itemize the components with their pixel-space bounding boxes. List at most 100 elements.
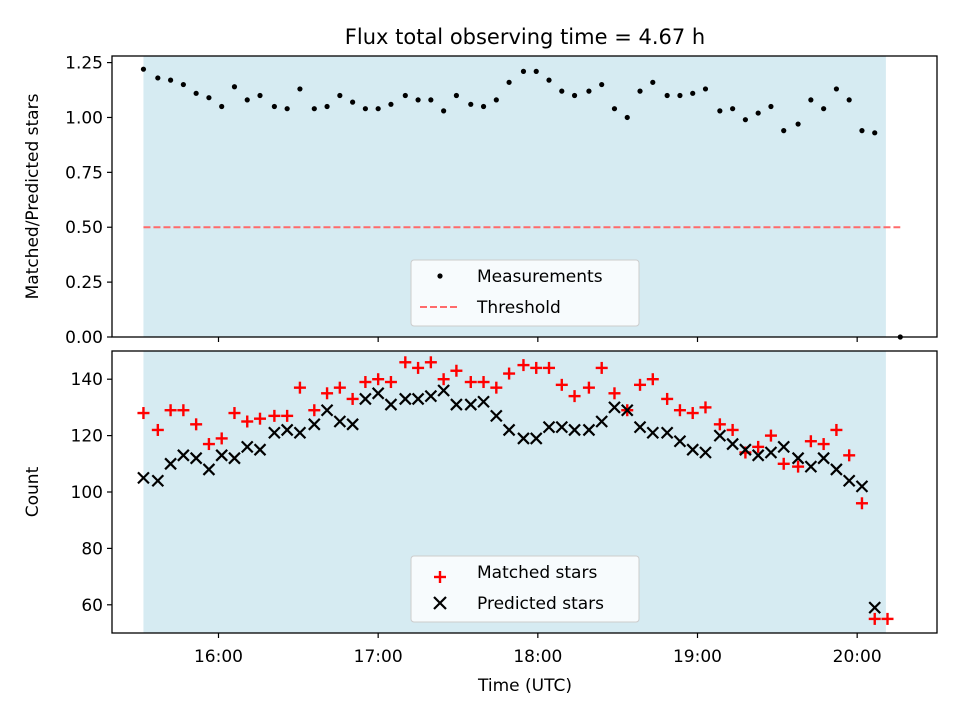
predicted-star-point <box>517 432 530 445</box>
y-tick-label: 100 <box>71 483 103 503</box>
measurement-point <box>664 92 670 99</box>
measurement-point <box>755 110 761 116</box>
measurement-point <box>690 90 696 96</box>
predicted-star-point <box>686 443 699 456</box>
matched-star-point <box>777 457 790 470</box>
matched-star-point <box>855 497 868 510</box>
predicted-star-point <box>646 426 660 440</box>
measurement-point <box>599 81 605 88</box>
matched-stars-points <box>137 356 894 625</box>
count-legend-box <box>410 555 640 623</box>
predicted-star-point <box>293 426 307 440</box>
matched-star-point <box>555 378 568 391</box>
measurement-point <box>859 128 865 134</box>
matched-star-point <box>530 361 543 374</box>
predicted-star-point <box>333 415 347 428</box>
measurement-point <box>362 106 368 112</box>
measurement-point <box>872 130 878 136</box>
measurement-point <box>506 79 512 85</box>
measurement-point <box>702 86 709 92</box>
measurement-point <box>271 103 277 110</box>
count-y-label: Count <box>23 466 43 517</box>
measurement-point <box>468 101 474 107</box>
predicted-star-point <box>620 403 634 417</box>
measurement-point <box>441 108 447 114</box>
matched-star-point <box>399 356 412 369</box>
predicted-star-point <box>411 392 425 406</box>
measurement-point <box>193 90 199 96</box>
measurement-point <box>559 88 565 94</box>
y-tick-label: 0.00 <box>65 328 103 348</box>
matched-star-point <box>568 390 581 403</box>
x-tick-label: 16:00 <box>194 647 243 667</box>
matched-star-point <box>634 378 647 391</box>
matched-star-point <box>543 361 556 374</box>
measurement-point <box>493 97 499 103</box>
x-tick-label: 18:00 <box>513 647 562 667</box>
matched-star-point <box>346 392 359 405</box>
matched-star-point <box>412 361 425 374</box>
measurement-point <box>167 77 174 83</box>
predicted-star-point <box>164 457 177 471</box>
x-tick-label: 19:00 <box>673 647 722 667</box>
measurement-point <box>324 103 330 110</box>
matched-star-point <box>450 364 463 377</box>
matched-star-point <box>477 376 490 389</box>
measurement-point <box>257 92 263 99</box>
predicted-star-point <box>359 392 372 406</box>
matched-star-point <box>517 359 530 372</box>
legend-matched-marker <box>434 571 446 583</box>
matched-star-point <box>254 412 267 425</box>
measurement-point <box>350 99 356 105</box>
predicted-star-point <box>490 409 503 423</box>
count-x-label: Time (UTC) <box>477 676 572 696</box>
measurement-point <box>284 106 290 112</box>
matched-star-point <box>202 438 215 451</box>
predicted-star-point <box>529 432 543 445</box>
predicted-star-point <box>189 451 203 465</box>
matched-star-point <box>241 415 254 428</box>
predicted-star-point <box>450 398 463 411</box>
matched-star-point <box>661 392 674 405</box>
ratio-y-ticks: 0.00 0.25 0.50 0.75 1.00 1.25 <box>65 54 112 348</box>
predicted-star-point <box>582 423 596 437</box>
matched-star-point <box>464 376 477 389</box>
measurement-point <box>742 117 748 123</box>
predicted-star-point <box>633 420 647 434</box>
predicted-star-point <box>555 420 569 434</box>
matched-star-point <box>752 440 765 453</box>
predicted-star-point <box>477 395 490 409</box>
predicted-star-point <box>346 418 359 431</box>
predicted-star-point <box>791 451 805 465</box>
predicted-star-point <box>830 463 843 476</box>
y-tick-label: 0.75 <box>65 163 103 183</box>
measurement-point <box>231 84 238 90</box>
measurement-point <box>311 106 317 112</box>
matched-star-point <box>646 373 659 386</box>
measurement-point <box>533 68 539 74</box>
measurement-point <box>415 97 421 103</box>
measurement-point <box>650 79 656 85</box>
predicted-star-point <box>177 449 190 462</box>
measurement-point <box>206 95 212 101</box>
measurement-point <box>677 92 683 99</box>
predicted-star-point <box>240 440 254 454</box>
measurement-point <box>624 114 630 121</box>
measurement-point <box>219 103 225 110</box>
matched-star-point <box>137 407 150 420</box>
measurement-point <box>586 88 592 94</box>
count-y-ticks: 60 80 100 120 140 <box>71 370 112 616</box>
y-tick-label: 1.00 <box>65 108 103 128</box>
predicted-star-point <box>660 426 674 440</box>
measurement-point <box>297 86 303 92</box>
predicted-star-point <box>215 449 228 462</box>
matched-star-point <box>868 612 881 625</box>
predicted-star-point <box>424 389 438 403</box>
predicted-star-point <box>673 434 687 448</box>
measurement-point <box>402 92 408 99</box>
matched-star-point <box>177 404 190 417</box>
matched-star-point <box>372 373 385 386</box>
matched-star-point <box>726 423 739 436</box>
measurement-point <box>244 97 250 103</box>
predicted-star-point <box>253 443 267 456</box>
